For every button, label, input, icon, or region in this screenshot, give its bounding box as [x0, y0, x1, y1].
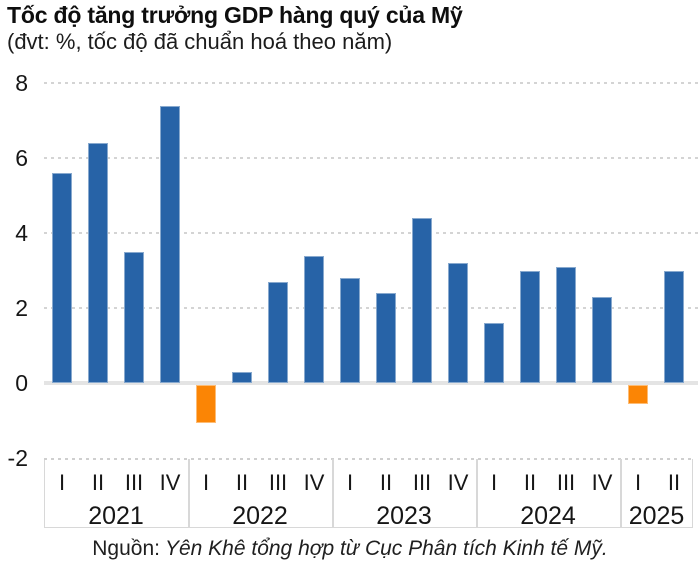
year-group-separator	[476, 459, 478, 528]
x-tick-quarter: II	[667, 470, 681, 495]
gridline-2	[44, 307, 698, 309]
x-tick-quarter: III	[268, 470, 288, 495]
bar-2022-II	[232, 371, 252, 383]
x-tick-year: 2021	[88, 502, 144, 530]
bar-2021-IV	[160, 105, 180, 383]
bar-2021-II	[88, 143, 108, 383]
x-tick-quarter: I	[634, 470, 642, 495]
x-tick-year: 2022	[232, 502, 288, 530]
bar-2023-IV	[448, 263, 468, 383]
y-tick-label: -2	[7, 445, 28, 471]
year-group-separator	[620, 459, 622, 528]
bar-2024-I	[484, 323, 504, 383]
x-tick-quarter: II	[523, 470, 537, 495]
x-tick-quarter: IV	[303, 470, 325, 495]
year-group-separator	[332, 459, 334, 528]
bar-2025-II	[664, 270, 684, 383]
bar-2021-I	[52, 173, 72, 383]
year-group-separator	[188, 459, 190, 528]
bar-2023-III	[412, 218, 432, 383]
x-tick-quarter: III	[556, 470, 576, 495]
chart-title: Tốc độ tăng trưởng GDP hàng quý của Mỹ	[7, 2, 463, 28]
y-tick-label: 8	[15, 70, 28, 96]
bar-2024-II	[520, 270, 540, 383]
x-tick-year: 2023	[376, 502, 432, 530]
x-tick-quarter: I	[202, 470, 210, 495]
gridline-4	[44, 232, 698, 234]
x-tick-year: 2025	[628, 502, 685, 530]
bar-2025-I	[628, 385, 648, 404]
y-tick-label: 2	[15, 295, 28, 321]
x-tick-quarter: III	[124, 470, 144, 495]
bar-2021-III	[124, 251, 144, 383]
zero-axis-line	[44, 381, 698, 385]
y-tick-label: 6	[15, 145, 28, 171]
y-tick-label: 0	[15, 370, 28, 396]
x-tick-quarter: IV	[447, 470, 469, 495]
bar-2024-IV	[592, 296, 612, 383]
x-tick-quarter: III	[412, 470, 432, 495]
x-tick-quarter: I	[490, 470, 498, 495]
source-text: Yên Khê tổng hợp từ Cục Phân tích Kinh t…	[164, 537, 608, 560]
bar-2022-III	[268, 281, 288, 383]
x-tick-quarter: IV	[159, 470, 181, 495]
x-tick-year: 2024	[520, 502, 576, 530]
x-tick-quarter: II	[235, 470, 249, 495]
x-tick-quarter: IV	[591, 470, 613, 495]
x-axis-box-top-border	[44, 458, 693, 460]
gridline-8	[44, 82, 698, 84]
gridline-6	[44, 157, 698, 159]
chart-subtitle: (đvt: %, tốc độ đã chuẩn hoá theo năm)	[7, 29, 393, 54]
x-tick-quarter: I	[58, 470, 66, 495]
bar-2024-III	[556, 266, 576, 383]
x-axis-box	[44, 459, 693, 528]
bar-2023-I	[340, 278, 360, 383]
x-tick-quarter: II	[379, 470, 393, 495]
source-note: Nguồn: Yên Khê tổng hợp từ Cục Phân tích …	[0, 537, 700, 561]
source-prefix: Nguồn:	[92, 537, 160, 560]
bar-2022-I	[196, 385, 216, 423]
x-tick-quarter: I	[346, 470, 354, 495]
y-tick-label: 4	[15, 220, 28, 246]
bar-2022-IV	[304, 255, 324, 383]
bar-2023-II	[376, 293, 396, 383]
x-tick-quarter: II	[91, 470, 105, 495]
